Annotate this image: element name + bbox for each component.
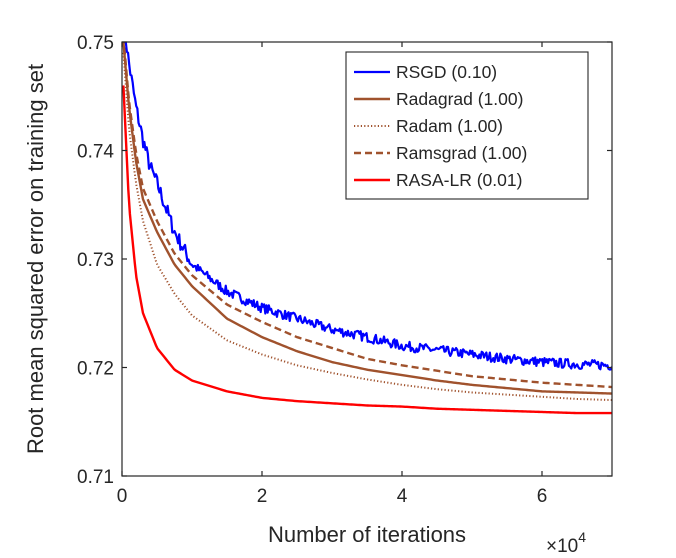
series-line [122, 42, 612, 395]
y-tick-label: 0.75 [77, 33, 114, 54]
x-multiplier-base: ×10 [546, 536, 578, 557]
legend-label: Ramsgrad (1.00) [396, 143, 527, 163]
x-axis-multiplier: ×104 [546, 529, 586, 557]
y-axis: 0.71 0.72 0.73 0.74 0.75 [77, 33, 612, 488]
y-axis-label: Root mean squared error on training set [23, 64, 48, 454]
series-line [122, 85, 612, 415]
x-axis-label: Number of iterations [268, 522, 466, 547]
y-tick-label: 0.73 [77, 250, 114, 271]
legend: RSGD (0.10) Radagrad (1.00) Radam (1.00) Ra… [345, 51, 589, 200]
x-tick-label: 4 [397, 486, 408, 507]
y-tick-label: 0.71 [77, 467, 114, 488]
series-line [122, 42, 612, 389]
x-tick-label: 2 [257, 486, 268, 507]
y-tick-label: 0.72 [77, 359, 114, 380]
legend-label: RSGD (0.10) [396, 62, 497, 82]
y-tick-label: 0.74 [77, 142, 114, 163]
legend-label: Radam (1.00) [396, 116, 503, 136]
plot-lines [122, 42, 612, 415]
x-tick-label: 6 [537, 486, 548, 507]
legend-label: RASA-LR (0.01) [396, 170, 522, 190]
series-line [124, 42, 612, 371]
legend-label: Radagrad (1.00) [396, 89, 523, 109]
x-axis: 0 2 4 6 [117, 42, 548, 507]
x-multiplier-exponent: 4 [578, 529, 586, 545]
x-tick-label: 0 [117, 486, 128, 507]
legend-box [345, 51, 589, 200]
series-line [122, 52, 612, 402]
